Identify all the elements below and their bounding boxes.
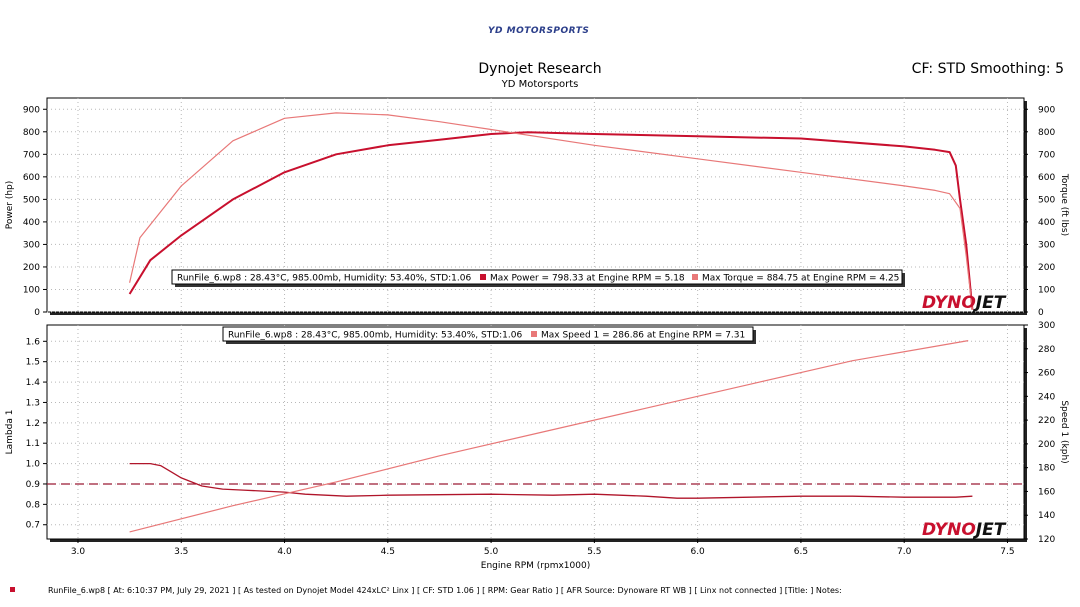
bottom-y-tick-label: 1.6 [26,337,41,347]
x-tick-label: 5.0 [484,547,499,557]
top-y2-axis-title: Torque (ft lbs) [1059,173,1069,236]
bottom-speed-1-line [129,340,969,533]
bottom-y-axis-title: Lambda 1 [5,410,15,455]
top-y-tick-label: 100 [23,285,40,295]
top-y-axis-title: Power (hp) [5,181,15,230]
top-y2-tick-label: 100 [1038,285,1055,295]
bottom-y2-tick-label: 240 [1038,392,1055,402]
top-y2-tick-label: 700 [1038,150,1055,160]
top-y-tick-label: 400 [23,218,40,228]
x-tick-label: 7.0 [897,547,912,557]
top-y2-tick-label: 300 [1038,240,1055,250]
runfile-marker-icon [10,587,15,592]
top-legend-swatch [480,274,486,280]
top-y-tick-label: 800 [23,128,40,138]
bottom-y2-tick-label: 280 [1038,345,1055,355]
bottom-legend-entry: Max Speed 1 = 286.86 at Engine RPM = 7.3… [541,331,745,341]
bottom-y-tick-label: 1.2 [26,419,40,429]
top-legend-box [171,269,903,285]
bottom-y2-tick-label: 260 [1038,369,1055,379]
chart-subtitle: YD Motorsports [501,79,579,90]
bottom-legend-swatch [531,331,537,337]
bottom-y2-axis-title: Speed 1 (kph) [1059,400,1069,463]
top-y2-tick-label: 400 [1038,218,1055,228]
x-tick-label: 5.5 [587,547,601,557]
x-tick-label: 4.0 [277,547,292,557]
run-info-footer: RunFile_6.wp8 [ At: 6:10:37 PM, July 29,… [48,586,842,595]
x-tick-label: 7.5 [1000,547,1014,557]
top-y2-tick-label: 0 [1038,308,1044,318]
chart-title: Dynojet Research [478,61,602,77]
top-legend-runfile: RunFile_6.wp8 : 28.43°C, 985.00mb, Humid… [177,274,471,284]
x-tick-label: 3.5 [174,547,188,557]
top-y-tick-label: 700 [23,150,40,160]
bottom-y-tick-label: 0.8 [26,500,41,510]
x-tick-label: 6.5 [794,547,808,557]
top-legend-swatch [692,274,698,280]
top-power-line [128,131,974,310]
top-torque-line [129,112,973,310]
top-dynojet-brand: DYNOJET [922,293,1007,313]
bottom-y-tick-label: 1.1 [26,439,40,449]
top-y2-tick-label: 200 [1038,263,1055,273]
top-y-tick-label: 200 [23,263,40,273]
bottom-y2-tick-label: 220 [1038,416,1055,426]
bottom-y2-tick-label: 120 [1038,535,1055,545]
bottom-lambda-1-line [129,462,973,499]
top-y2-tick-label: 800 [1038,128,1055,138]
bottom-y2-tick-label: 180 [1038,464,1055,474]
bottom-y-tick-label: 1.4 [26,378,41,388]
top-legend-entry: Max Power = 798.33 at Engine RPM = 5.18 [490,274,685,284]
bottom-legend-runfile: RunFile_6.wp8 : 28.43°C, 985.00mb, Humid… [228,331,522,341]
x-tick-label: 4.5 [381,547,395,557]
top-y2-tick-label: 900 [1038,105,1055,115]
top-y-tick-label: 600 [23,173,40,183]
brand-logo: YD MOTORSPORTS [488,26,590,36]
bottom-legend-box [222,326,754,342]
bottom-y-tick-label: 0.7 [26,521,40,531]
top-y2-tick-label: 600 [1038,173,1055,183]
bottom-y2-tick-label: 160 [1038,487,1055,497]
top-legend-entry: Max Torque = 884.75 at Engine RPM = 4.25 [702,274,899,284]
cf-smoothing-label: CF: STD Smoothing: 5 [911,61,1064,77]
top-y2-tick-label: 500 [1038,195,1055,205]
bottom-y-tick-label: 1.5 [26,358,40,368]
bottom-y-tick-label: 0.9 [26,480,41,490]
top-y-tick-label: 500 [23,195,40,205]
top-y-tick-label: 0 [34,308,40,318]
x-tick-label: 6.0 [690,547,705,557]
bottom-y2-tick-label: 300 [1038,321,1055,331]
x-axis-title: Engine RPM (rpmx1000) [481,561,590,571]
top-y-tick-label: 300 [23,240,40,250]
bottom-panel-frame [46,324,1025,540]
top-y-tick-label: 900 [23,105,40,115]
bottom-y-tick-label: 1.0 [26,460,41,470]
bottom-dynojet-brand: DYNOJET [922,520,1007,540]
bottom-y2-tick-label: 140 [1038,511,1055,521]
x-tick-label: 3.0 [71,547,86,557]
bottom-y-tick-label: 1.3 [26,398,40,408]
bottom-y2-tick-label: 200 [1038,440,1055,450]
